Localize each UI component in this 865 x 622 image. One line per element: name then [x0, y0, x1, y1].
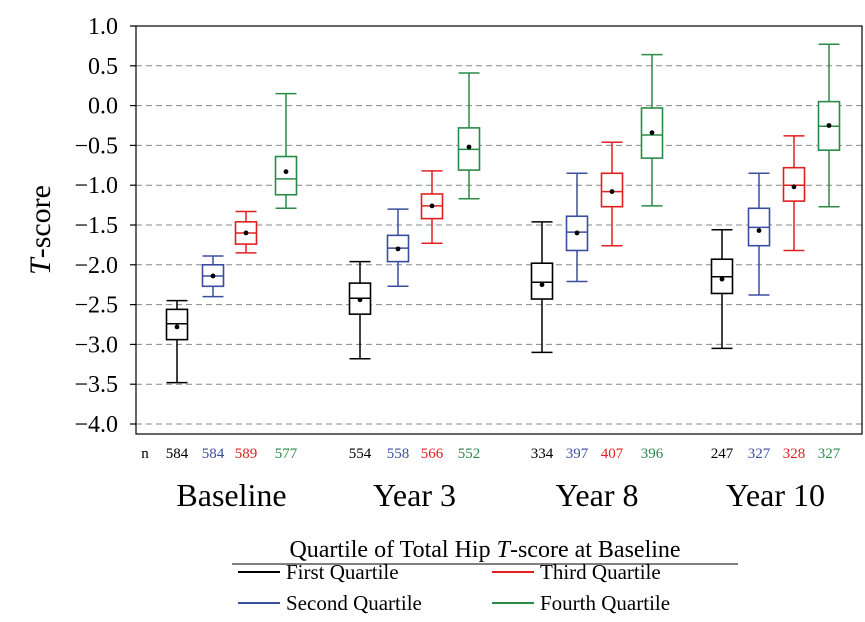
y-tick-label: −1.0: [74, 173, 118, 199]
sample-size: 577: [275, 446, 298, 462]
sample-size: 327: [818, 446, 841, 462]
legend-item-first-quartile: First Quartile: [238, 560, 399, 584]
mean-point: [174, 324, 180, 330]
y-tick-label: 1.0: [88, 14, 118, 40]
sample-size-row: n 584 554 334 247 584 558 397 327 589 566 407 328 577…: [141, 446, 841, 462]
box-fourth-quartile-2: [457, 72, 481, 200]
sample-size: 328: [783, 446, 806, 462]
box-first-quartile-4: [710, 229, 734, 350]
mean-point: [826, 123, 832, 128]
legend-label: Third Quartile: [540, 560, 661, 584]
group-label: Year 8: [556, 477, 639, 513]
box-third-quartile-2: [420, 170, 444, 245]
box-first-quartile-2: [348, 260, 372, 360]
n-label: n: [141, 446, 149, 462]
legend: First Quartile Second Quartile Third Quart…: [238, 560, 670, 615]
mean-point: [756, 228, 762, 233]
sample-size: 407: [601, 446, 624, 462]
mean-point: [395, 246, 401, 252]
mean-point: [357, 297, 363, 303]
legend-item-second-quartile: Second Quartile: [238, 591, 422, 615]
y-tick-label: −1.5: [74, 213, 118, 239]
mean-point: [791, 184, 797, 190]
y-axis-label-rest: -score: [24, 185, 57, 258]
legend-title-italic: T: [497, 537, 512, 563]
y-tick-label: 0.0: [88, 94, 118, 120]
mean-point: [243, 230, 249, 236]
legend-item-fourth-quartile: Fourth Quartile: [492, 591, 670, 615]
box-third-quartile-1: [234, 210, 258, 254]
mean-point: [609, 189, 615, 194]
mean-point: [574, 230, 580, 236]
sample-size: 327: [748, 446, 771, 462]
y-tick-label: −0.5: [74, 133, 118, 159]
sample-size: 566: [421, 446, 444, 462]
mean-point: [466, 144, 472, 150]
legend-label: Second Quartile: [286, 591, 422, 615]
mean-point: [719, 276, 725, 282]
y-tick-label: −4.0: [74, 412, 118, 438]
box-third-quartile-3: [600, 141, 624, 247]
box-first-quartile-1: [165, 299, 189, 384]
y-tick-label: −3.0: [74, 332, 118, 358]
legend-item-third-quartile: Third Quartile: [492, 560, 661, 584]
box-fourth-quartile-4: [817, 43, 841, 208]
mean-point: [539, 282, 545, 288]
mean-point: [210, 273, 216, 279]
box-first-quartile-3: [530, 221, 554, 354]
sample-size: 397: [566, 446, 589, 462]
box-second-quartile-3: [565, 172, 589, 283]
sample-size: 552: [458, 446, 481, 462]
group-label: Year 3: [373, 477, 456, 513]
y-tick-label: −3.5: [74, 372, 118, 398]
mean-point: [649, 130, 655, 136]
plot-frame: [135, 25, 863, 435]
group-label: Baseline: [176, 477, 286, 513]
box-second-quartile-1: [201, 255, 225, 298]
y-tick-label: 0.5: [88, 54, 118, 80]
sample-size: 396: [641, 446, 664, 462]
sample-size: 589: [235, 446, 258, 462]
legend-title-part: Quartile of Total Hip: [289, 537, 496, 563]
box-second-quartile-2: [386, 208, 410, 288]
sample-size: 558: [387, 446, 410, 462]
box-plots: [165, 43, 841, 384]
box-fourth-quartile-1: [274, 92, 298, 210]
sample-size: 584: [202, 446, 225, 462]
sample-size: 247: [711, 446, 734, 462]
grid-lines: [136, 65, 862, 425]
sample-size: 554: [349, 446, 372, 462]
y-axis-ticks: 1.0 0.5 0.0 −0.5 −1.0 −1.5 −2.0 −2.5 −3.0 −3.5 −4.…: [74, 14, 136, 438]
box-iqr: [530, 262, 554, 300]
legend-title-part: -score at Baseline: [510, 537, 681, 563]
y-axis-label: T-score: [24, 185, 57, 275]
box-second-quartile-4: [747, 172, 771, 296]
legend-label: Fourth Quartile: [540, 591, 670, 615]
y-axis-label-italic: T: [24, 256, 57, 275]
sample-size: 334: [531, 446, 554, 462]
box-fourth-quartile-3: [640, 53, 664, 207]
sample-size: 584: [166, 446, 189, 462]
mean-point: [283, 169, 289, 175]
legend-title: Quartile of Total Hip T-score at Baselin…: [289, 537, 680, 563]
mean-point: [429, 203, 435, 209]
y-tick-label: −2.5: [74, 293, 118, 319]
box-third-quartile-4: [782, 135, 806, 252]
group-label: Year 10: [726, 477, 825, 513]
legend-label: First Quartile: [286, 560, 399, 584]
group-labels: Baseline Year 3 Year 8 Year 10: [176, 477, 825, 513]
y-tick-label: −2.0: [74, 253, 118, 279]
box-iqr: [274, 155, 298, 196]
